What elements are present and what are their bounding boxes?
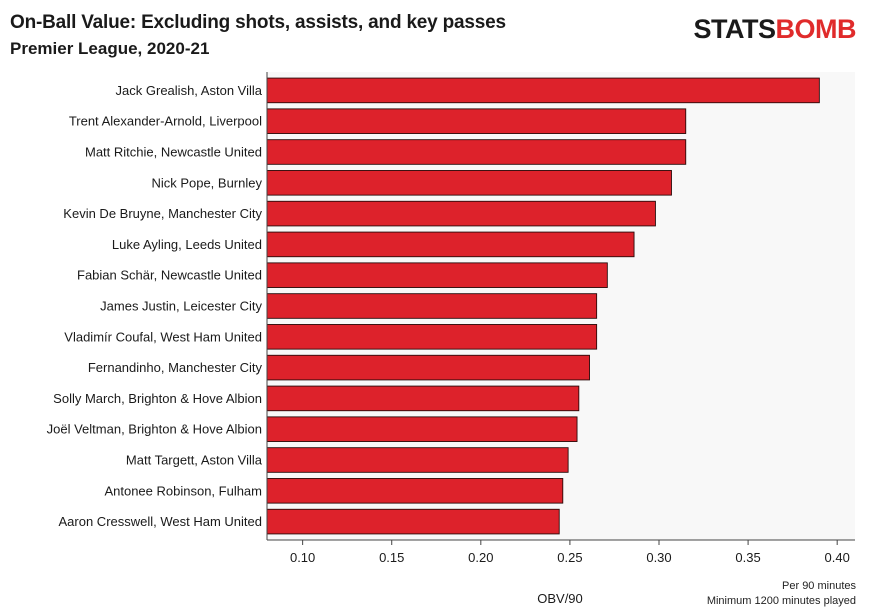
bar	[266, 478, 564, 504]
chart-subtitle: Premier League, 2020-21	[10, 39, 210, 58]
x-tick-label: 0.35	[735, 550, 760, 565]
bar	[266, 293, 598, 319]
category-label: Matt Ritchie, Newcastle United	[85, 145, 262, 160]
bar	[266, 200, 656, 227]
category-label: James Justin, Leicester City	[100, 299, 262, 314]
bar	[266, 77, 820, 104]
bar	[266, 416, 578, 442]
category-label: Fernandinho, Manchester City	[88, 360, 263, 375]
category-label: Solly March, Brighton & Hove Albion	[53, 391, 262, 406]
x-tick-label: 0.15	[379, 550, 404, 565]
bar	[266, 262, 608, 288]
bar	[266, 108, 687, 134]
category-label: Kevin De Bruyne, Manchester City	[63, 206, 262, 221]
category-label: Luke Ayling, Leeds United	[112, 237, 262, 252]
category-label: Jack Grealish, Aston Villa	[116, 83, 263, 98]
x-tick-label: 0.30	[646, 550, 671, 565]
footnote-minimum-minutes: Minimum 1200 minutes played	[706, 595, 856, 607]
category-label: Aaron Cresswell, West Ham United	[59, 514, 263, 529]
statsbomb-logo: STATSBOMB	[694, 14, 857, 45]
category-label: Trent Alexander-Arnold, Liverpool	[69, 114, 262, 129]
bar	[266, 170, 672, 196]
category-label: Joël Veltman, Brighton & Hove Albion	[47, 422, 262, 437]
bar	[266, 447, 569, 473]
bar	[266, 354, 590, 381]
bar	[266, 139, 687, 165]
bar	[266, 231, 635, 258]
chart-title: On-Ball Value: Excluding shots, assists,…	[10, 12, 506, 33]
x-tick-label: 0.10	[290, 550, 315, 565]
category-label: Fabian Schär, Newcastle United	[77, 268, 262, 283]
footnote-per90: Per 90 minutes	[782, 580, 856, 592]
x-tick-label: 0.20	[468, 550, 493, 565]
x-tick-label: 0.25	[557, 550, 582, 565]
category-label: Antonee Robinson, Fulham	[104, 483, 262, 498]
category-label: Vladimír Coufal, West Ham United	[64, 329, 262, 344]
x-tick-label: 0.40	[825, 550, 850, 565]
bar	[266, 324, 598, 350]
logo-text-bomb: BOMB	[775, 14, 857, 44]
logo-text-stats: STATS	[693, 14, 777, 44]
bar	[266, 508, 560, 535]
category-label: Matt Targett, Aston Villa	[126, 453, 263, 468]
x-axis-label: OBV/90	[537, 591, 583, 606]
bar	[266, 385, 580, 412]
category-label: Nick Pope, Burnley	[151, 175, 262, 190]
